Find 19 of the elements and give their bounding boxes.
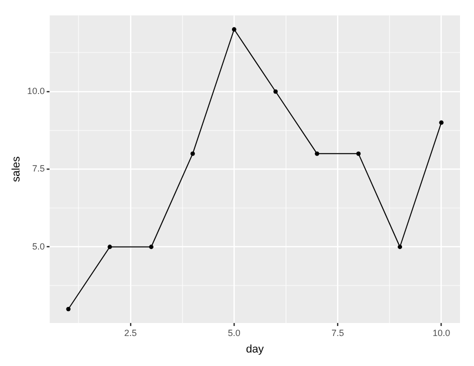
point: [356, 151, 361, 156]
x-tick-label: 2.5: [124, 328, 137, 338]
point: [232, 27, 236, 32]
x-tick-label: 5.0: [228, 328, 240, 338]
point: [273, 89, 278, 94]
y-tick-label: 7.5: [32, 164, 45, 174]
x-tick-label: 7.5: [331, 328, 344, 338]
point: [398, 244, 402, 250]
y-axis-title: sales: [10, 156, 23, 182]
point: [314, 151, 320, 156]
point: [439, 120, 444, 125]
point: [66, 306, 71, 312]
point: [108, 244, 112, 250]
x-axis-title: day: [246, 343, 264, 356]
point: [190, 151, 195, 156]
y-tick-label: 10.0: [27, 86, 45, 96]
point: [149, 244, 154, 250]
y-tick-label: 5.0: [32, 241, 45, 252]
x-tick-label: 10.0: [432, 328, 450, 338]
